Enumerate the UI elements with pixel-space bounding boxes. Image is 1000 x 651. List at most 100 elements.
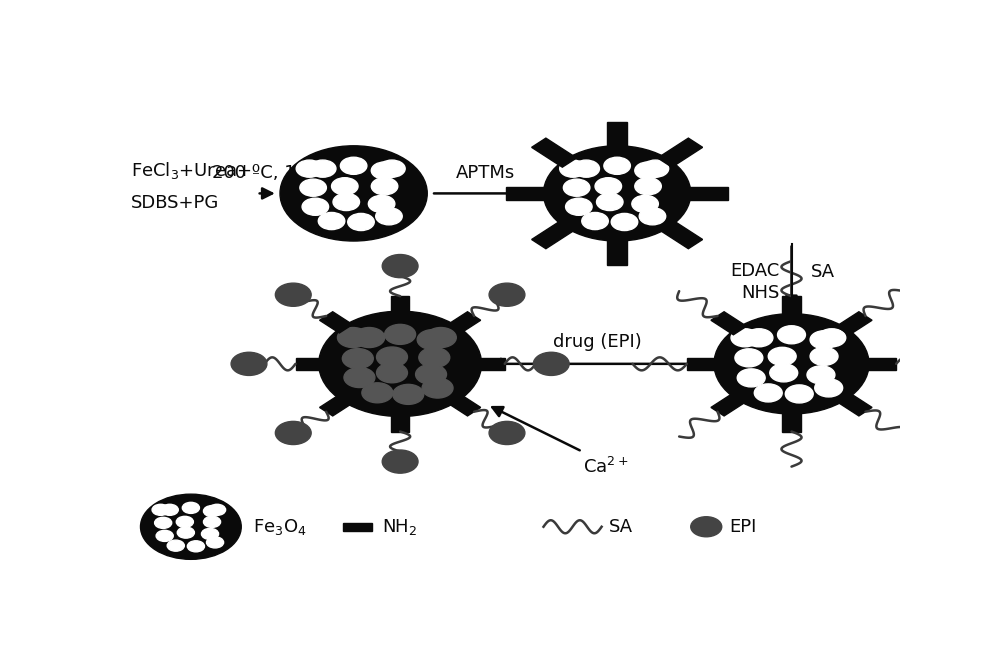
Circle shape xyxy=(691,517,722,537)
Circle shape xyxy=(280,146,427,241)
Circle shape xyxy=(318,212,345,230)
Text: SA: SA xyxy=(609,518,634,536)
Circle shape xyxy=(417,329,448,350)
Circle shape xyxy=(611,214,638,230)
Polygon shape xyxy=(782,411,801,432)
Circle shape xyxy=(425,327,456,348)
Circle shape xyxy=(582,212,608,230)
Text: NH$_2$: NH$_2$ xyxy=(382,517,417,537)
Polygon shape xyxy=(448,312,481,333)
Polygon shape xyxy=(685,187,728,200)
Text: FeCl$_3$+Urea+: FeCl$_3$+Urea+ xyxy=(131,160,252,182)
Circle shape xyxy=(737,369,765,387)
Polygon shape xyxy=(532,138,577,167)
Circle shape xyxy=(187,541,204,552)
Text: APTMs: APTMs xyxy=(456,165,515,182)
Circle shape xyxy=(632,195,658,212)
Circle shape xyxy=(201,529,219,540)
Circle shape xyxy=(348,214,374,230)
Circle shape xyxy=(302,198,329,215)
Circle shape xyxy=(385,324,416,344)
Circle shape xyxy=(368,195,395,212)
Circle shape xyxy=(275,421,311,445)
Circle shape xyxy=(344,368,375,387)
Circle shape xyxy=(152,505,169,516)
Circle shape xyxy=(778,326,805,344)
Circle shape xyxy=(337,327,368,348)
Polygon shape xyxy=(836,393,872,416)
Polygon shape xyxy=(391,296,409,314)
Circle shape xyxy=(597,193,623,210)
Circle shape xyxy=(735,349,763,367)
Text: EPI: EPI xyxy=(730,518,757,536)
Circle shape xyxy=(595,178,622,195)
Text: drug (EPI): drug (EPI) xyxy=(553,333,642,352)
Circle shape xyxy=(161,505,178,516)
Polygon shape xyxy=(607,122,627,150)
Circle shape xyxy=(639,208,666,225)
Text: 200 ºC, 16 h: 200 ºC, 16 h xyxy=(212,165,324,182)
Circle shape xyxy=(815,379,843,397)
Circle shape xyxy=(309,160,336,177)
Circle shape xyxy=(714,314,869,414)
Text: Ca$^{2+}$: Ca$^{2+}$ xyxy=(583,456,628,477)
Polygon shape xyxy=(532,219,577,249)
Polygon shape xyxy=(782,296,801,317)
Circle shape xyxy=(560,160,586,177)
Circle shape xyxy=(377,347,407,367)
Polygon shape xyxy=(506,187,550,200)
Circle shape xyxy=(332,178,358,195)
Circle shape xyxy=(635,162,661,179)
Circle shape xyxy=(354,327,385,348)
Text: NHS: NHS xyxy=(742,284,780,303)
Bar xyxy=(343,523,372,531)
Circle shape xyxy=(176,516,193,527)
Polygon shape xyxy=(836,312,872,335)
Circle shape xyxy=(745,329,773,347)
Circle shape xyxy=(333,193,360,210)
Circle shape xyxy=(489,421,525,445)
Circle shape xyxy=(377,363,407,383)
Circle shape xyxy=(206,537,224,548)
Circle shape xyxy=(340,158,367,174)
Circle shape xyxy=(209,505,226,516)
Circle shape xyxy=(768,347,796,365)
Circle shape xyxy=(810,347,838,365)
Text: SDBS+PG: SDBS+PG xyxy=(131,195,219,212)
Circle shape xyxy=(231,352,267,376)
Circle shape xyxy=(416,365,447,384)
Polygon shape xyxy=(864,358,896,370)
Polygon shape xyxy=(477,358,505,370)
Circle shape xyxy=(203,506,221,517)
Circle shape xyxy=(422,378,453,398)
Circle shape xyxy=(770,364,798,382)
Circle shape xyxy=(382,255,418,278)
Circle shape xyxy=(300,179,326,196)
Circle shape xyxy=(371,162,398,179)
Circle shape xyxy=(382,450,418,473)
Circle shape xyxy=(379,160,405,177)
Circle shape xyxy=(362,383,393,403)
Circle shape xyxy=(566,198,592,215)
Circle shape xyxy=(203,516,221,527)
Polygon shape xyxy=(687,358,719,370)
Circle shape xyxy=(275,283,311,307)
Circle shape xyxy=(342,348,373,368)
Circle shape xyxy=(642,160,669,177)
Text: Fe$_3$O$_4$: Fe$_3$O$_4$ xyxy=(253,517,307,537)
Circle shape xyxy=(785,385,813,403)
Polygon shape xyxy=(448,395,481,416)
Circle shape xyxy=(156,531,173,542)
Text: SA: SA xyxy=(811,264,835,281)
Circle shape xyxy=(544,146,691,241)
Circle shape xyxy=(319,311,482,417)
Polygon shape xyxy=(296,358,323,370)
Circle shape xyxy=(807,366,835,384)
Circle shape xyxy=(573,160,599,177)
Polygon shape xyxy=(391,413,409,432)
Polygon shape xyxy=(658,219,703,249)
Polygon shape xyxy=(607,237,627,265)
Circle shape xyxy=(371,178,398,195)
Circle shape xyxy=(140,494,241,559)
Circle shape xyxy=(376,208,402,225)
